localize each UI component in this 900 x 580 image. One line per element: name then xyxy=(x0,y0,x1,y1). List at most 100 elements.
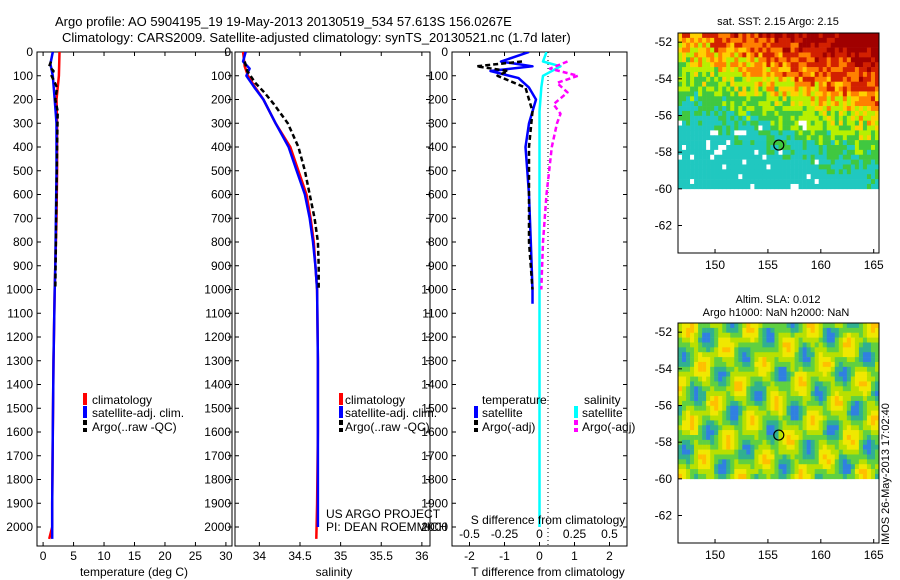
heatmap-cell xyxy=(710,164,715,170)
heatmap-cell xyxy=(786,337,791,343)
depth-tick-label: 1500 xyxy=(421,401,448,415)
heatmap-cell xyxy=(870,337,876,343)
heatmap-cell xyxy=(718,420,723,426)
heatmap-cell xyxy=(754,37,759,44)
heatmap-cell xyxy=(826,327,832,334)
heatmap-cell xyxy=(742,357,747,363)
heatmap-cell xyxy=(702,159,707,165)
heatmap-cell xyxy=(854,86,860,92)
heatmap-cell xyxy=(790,179,795,185)
heatmap-cell xyxy=(714,52,719,58)
heatmap-cell xyxy=(802,435,807,441)
heatmap-cell xyxy=(814,96,819,102)
heatmap-cell xyxy=(806,381,811,387)
heatmap-cell xyxy=(814,337,819,343)
heatmap-cell xyxy=(734,439,739,446)
depth-tick-label: 1200 xyxy=(6,330,33,344)
heatmap-cell xyxy=(866,106,872,112)
heatmap-cell xyxy=(774,454,779,460)
heatmap-cell xyxy=(726,57,731,63)
heatmap-cell xyxy=(710,101,715,107)
heatmap-cell xyxy=(714,464,719,470)
heatmap-cell xyxy=(766,425,771,431)
salinity-panel: 0100200300400500600700800900100011001200… xyxy=(204,45,447,579)
heatmap-cell xyxy=(706,371,711,377)
heatmap-cell xyxy=(686,76,691,82)
heatmap-cell xyxy=(758,327,763,334)
heatmap-cell xyxy=(762,164,767,170)
heatmap-cell xyxy=(682,42,687,48)
heatmap-cell xyxy=(690,81,695,87)
heatmap-cell xyxy=(754,42,759,48)
heatmap-cell xyxy=(710,337,715,343)
heatmap-cell xyxy=(874,347,879,353)
heatmap-cell xyxy=(866,371,872,377)
heatmap-cell xyxy=(710,323,715,329)
heatmap-cell xyxy=(802,71,807,78)
depth-tick-label: 800 xyxy=(13,235,33,249)
heatmap-cell xyxy=(710,115,715,121)
heatmap-cell xyxy=(746,410,751,416)
heatmap-cell xyxy=(834,415,840,421)
heatmap-cell xyxy=(818,420,824,426)
heatmap-cell xyxy=(850,464,856,470)
heatmap-cell xyxy=(782,174,787,180)
heatmap-cell xyxy=(874,469,879,475)
heatmap-cell xyxy=(710,135,715,141)
heatmap-cell xyxy=(822,106,828,112)
heatmap-cell xyxy=(782,366,787,372)
heatmap-cell xyxy=(734,454,739,460)
heatmap-cell xyxy=(786,183,791,190)
heatmap-cell xyxy=(726,71,731,78)
heatmap-cell xyxy=(838,357,844,363)
heatmap-cell xyxy=(714,140,719,146)
heatmap-cell xyxy=(714,473,719,480)
heatmap-cell xyxy=(682,71,687,78)
heatmap-cell xyxy=(698,67,703,73)
heatmap-cell xyxy=(762,174,767,180)
heatmap-cell xyxy=(854,347,860,353)
heatmap-cell xyxy=(854,42,860,48)
lon-tick-label: 165 xyxy=(864,258,884,272)
heatmap-cell xyxy=(834,396,840,402)
heatmap-cell xyxy=(838,140,844,146)
heatmap-cell xyxy=(874,386,879,392)
heatmap-cell xyxy=(862,352,868,358)
heatmap-cell xyxy=(742,140,747,146)
heatmap-cell xyxy=(778,145,783,151)
heatmap-cell xyxy=(738,76,743,82)
heatmap-cell xyxy=(714,415,719,421)
heatmap-cell xyxy=(854,135,860,141)
heatmap-cell xyxy=(750,459,755,465)
heatmap-cell xyxy=(726,469,731,475)
heatmap-cell xyxy=(678,396,683,402)
heatmap-cell xyxy=(714,430,719,436)
heatmap-cell xyxy=(754,435,759,441)
heatmap-cell xyxy=(790,386,795,392)
heatmap-cell xyxy=(742,110,747,117)
heatmap-cell xyxy=(770,91,775,97)
heatmap-cell xyxy=(814,459,819,465)
heatmap-cell xyxy=(818,391,824,397)
heatmap-cell xyxy=(686,361,691,368)
heatmap-cell xyxy=(746,332,751,338)
heatmap-cell xyxy=(798,425,803,431)
heatmap-cell xyxy=(754,115,759,121)
heatmap-cell xyxy=(790,159,795,165)
heatmap-cell xyxy=(802,464,807,470)
heatmap-cell xyxy=(750,327,755,334)
heatmap-cell xyxy=(682,106,687,112)
heatmap-cell xyxy=(726,106,731,112)
heatmap-cell xyxy=(718,101,723,107)
heatmap-cell xyxy=(742,174,747,180)
heatmap-cell xyxy=(778,459,783,465)
heatmap-cell xyxy=(806,47,811,53)
heatmap-cell xyxy=(714,327,719,334)
heatmap-cell xyxy=(730,120,735,126)
heatmap-cell xyxy=(758,125,763,131)
heatmap-cell xyxy=(850,376,856,382)
heatmap-cell xyxy=(766,154,771,160)
heatmap-cell xyxy=(782,145,787,151)
heatmap-cell xyxy=(718,159,723,165)
heatmap-cell xyxy=(830,164,836,170)
